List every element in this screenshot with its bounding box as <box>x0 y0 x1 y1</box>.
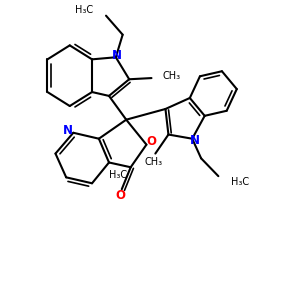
Text: H₃C: H₃C <box>231 176 249 187</box>
Text: N: N <box>63 124 73 137</box>
Text: H₃C: H₃C <box>75 5 94 15</box>
Text: CH₃: CH₃ <box>145 157 163 167</box>
Text: H₃C: H₃C <box>109 170 127 180</box>
Text: N: N <box>111 49 122 62</box>
Text: N: N <box>190 134 200 147</box>
Text: CH₃: CH₃ <box>163 71 181 81</box>
Text: O: O <box>147 135 157 148</box>
Text: O: O <box>115 189 125 202</box>
